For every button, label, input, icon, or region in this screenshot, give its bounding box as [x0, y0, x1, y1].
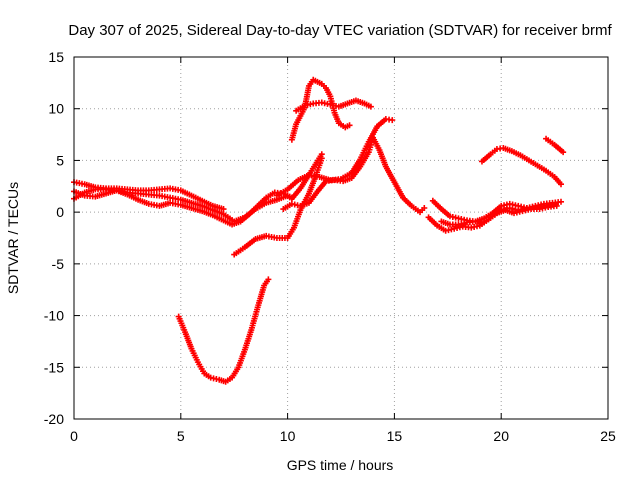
- data-point: [549, 201, 556, 208]
- data-point: [220, 206, 227, 213]
- x-tick-label: 20: [493, 428, 509, 444]
- data-point: [553, 202, 560, 209]
- data-series-track-3: [71, 151, 325, 228]
- x-tick-label: 5: [177, 428, 185, 444]
- series-layer: [71, 76, 567, 385]
- data-series-track-8: [288, 76, 353, 143]
- x-tick-label: 0: [70, 428, 78, 444]
- plot-frame: [73, 56, 609, 420]
- y-tick-label: 10: [48, 101, 64, 117]
- data-point: [367, 103, 374, 110]
- data-point: [558, 198, 565, 205]
- y-tick-label: -5: [52, 256, 65, 272]
- data-point: [421, 205, 428, 212]
- data-point: [558, 181, 565, 188]
- data-point: [389, 117, 396, 124]
- data-point: [265, 276, 272, 283]
- y-tick-label: -20: [44, 411, 64, 427]
- y-axis-label: SDTVAR / TECUs: [5, 182, 21, 294]
- data-point: [346, 122, 353, 129]
- y-tick-label: -15: [44, 359, 64, 375]
- data-point: [560, 149, 567, 156]
- x-tick-label: 15: [387, 428, 403, 444]
- data-series-track-4: [231, 155, 325, 258]
- data-series-track-14: [543, 135, 567, 156]
- data-series-track-6: [273, 116, 396, 199]
- x-axis-label: GPS time / hours: [287, 457, 394, 473]
- x-tick-label: 10: [280, 428, 296, 444]
- y-tick-label: -10: [44, 308, 64, 324]
- y-tick-label: 0: [56, 204, 64, 220]
- data-series-track-9: [175, 276, 272, 385]
- y-tick-label: 5: [56, 152, 64, 168]
- data-series-track-13: [478, 145, 565, 188]
- tick-layer: 0 5 10 15 20 25 -20 -15 -10 -5 0 5 10 15: [44, 49, 616, 444]
- data-point: [318, 155, 325, 162]
- x-tick-label: 25: [600, 428, 616, 444]
- y-tick-label: 15: [48, 49, 64, 65]
- chart-title: Day 307 of 2025, Sidereal Day-to-day VTE…: [68, 22, 612, 39]
- data-series-track-12: [438, 201, 556, 228]
